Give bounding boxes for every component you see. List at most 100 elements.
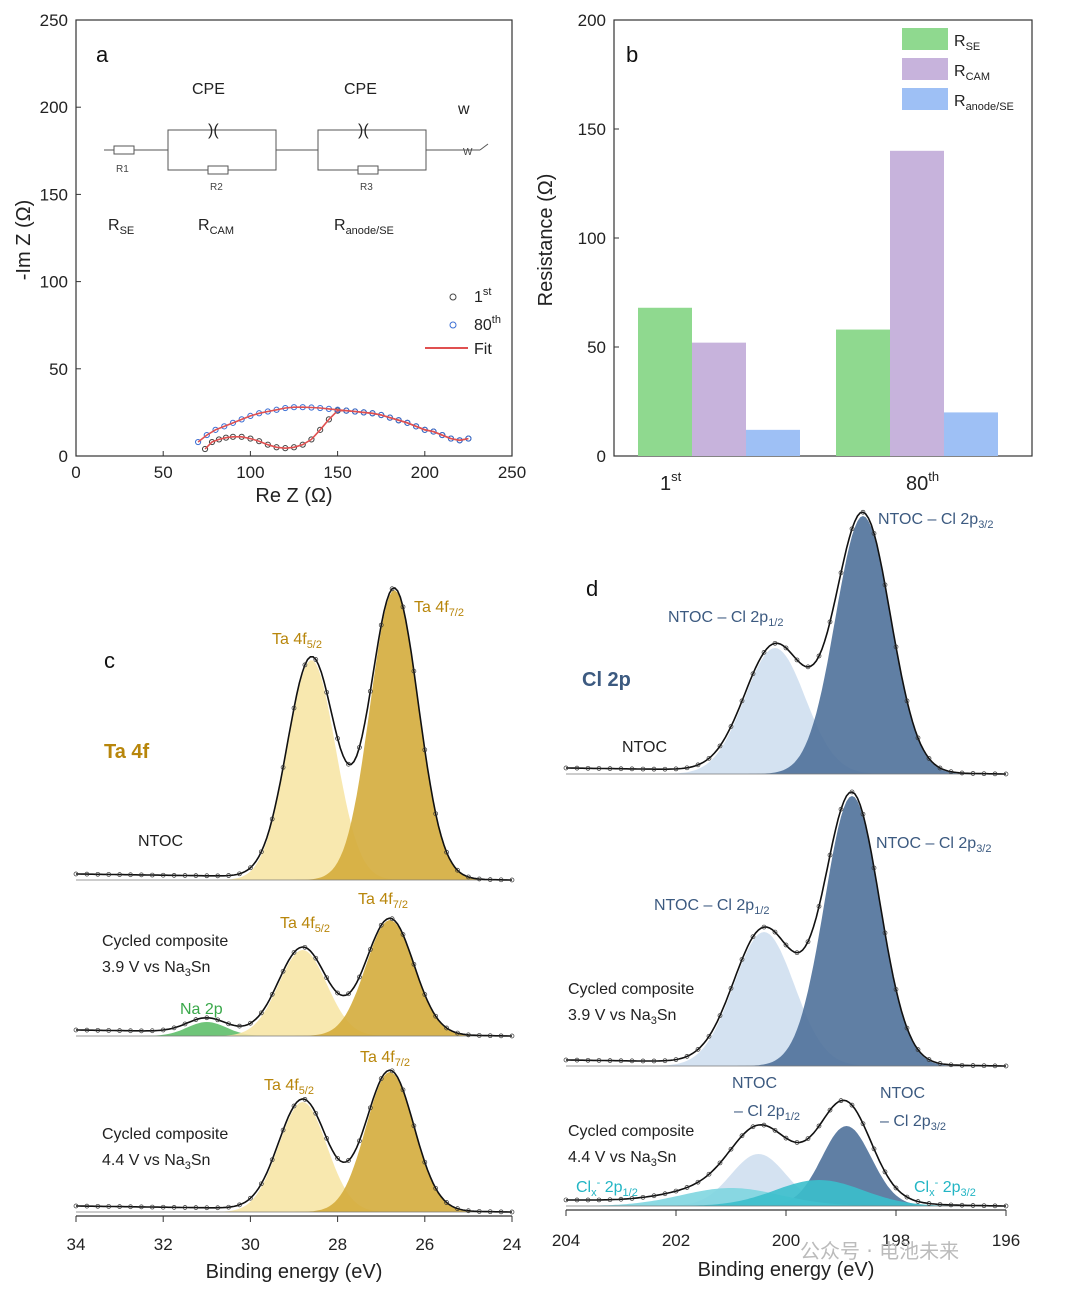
d-spectrum-0-data-point: [937, 765, 943, 771]
d-spectrum-2-data-point: [651, 1193, 657, 1199]
d-spectrum-2-data-point: [662, 1191, 668, 1197]
a-xtick-label: 100: [236, 463, 264, 482]
panel-c-xlabel: Binding energy (eV): [206, 1261, 383, 1283]
d-spectrum-2-data-point: [783, 1135, 789, 1141]
panel-a: a 0 50 100 150 200 250 0 50 100 150 200 250 Re Z (Ω…: [13, 11, 526, 507]
c-spectrum-0-data-point: [335, 736, 340, 741]
d-spectrum-0-data-point: [629, 766, 635, 772]
d-peak-label: Clx- 2p1/2: [576, 1177, 638, 1199]
c-spectrum-0-data-point: [258, 849, 264, 855]
d-spectrum-2-peak-area: [566, 1180, 1006, 1206]
a-point-80th: [221, 423, 228, 430]
panel-c-spectra: [73, 586, 515, 1215]
c-spectrum-0-data-point: [149, 872, 155, 878]
c-spectrum-1-data-point: [378, 922, 384, 928]
panel-a-label: a: [96, 42, 109, 67]
d-spectrum-2-data-point: [629, 1196, 635, 1201]
c-spectrum-2-data-point: [455, 1206, 460, 1211]
d-spectrum-2-data-point: [805, 1136, 811, 1141]
d-spectrum-1-data-point: [981, 1063, 987, 1069]
b-bar-anode/SE: [944, 412, 998, 456]
b-ytick-label: 150: [578, 120, 606, 139]
c-spectrum-2-data-point: [346, 1158, 351, 1163]
d-spectrum-0-data-point: [574, 765, 580, 771]
circuit-r1-label: R1: [116, 164, 129, 175]
a-point-80th: [238, 416, 245, 423]
d-xtick-label: 198: [882, 1231, 910, 1250]
c-spectrum-0-data-point: [498, 877, 504, 883]
d-spectrum-2-data-point: [717, 1160, 723, 1166]
d-spectrum-2-data-point: [750, 1124, 756, 1130]
d-spectrum-1-data-point: [662, 1058, 668, 1064]
c-spectrum-1-data-point: [160, 1027, 166, 1033]
c-spectrum-1-data-point: [335, 990, 340, 996]
d-spectrum-0-data-point: [816, 653, 822, 659]
c-spectrum-1-peak-area: [76, 950, 512, 1036]
d-spectrum-2-data-point: [618, 1196, 624, 1202]
c-spectrum-2-data-point: [95, 1203, 101, 1209]
d-spectrum-0-data-point: [739, 698, 745, 704]
d-spectrum-1-data-point: [651, 1058, 657, 1064]
d-spectrum-2-data-point: [871, 1146, 877, 1152]
circuit-cpe2-symbol: )(: [358, 122, 369, 139]
d-spectrum-0-data-point: [750, 671, 756, 677]
d-spectrum-0-data-point: [992, 771, 998, 777]
panel-b-ylabel: Resistance (Ω): [535, 174, 557, 307]
circuit-r3: [357, 165, 379, 175]
d-spectrum-1-data-point: [618, 1058, 624, 1064]
c-spectrum-0-data-point: [280, 765, 286, 770]
c-spectrum-2-data-point: [204, 1205, 210, 1211]
d-spectrum-0-data-point: [761, 650, 767, 655]
c-spectrum-1-data-point: [476, 1033, 482, 1038]
c-spectrum-1-data-point: [149, 1028, 155, 1034]
c-spectrum-2-data-point: [487, 1209, 493, 1215]
d-spectrum-2-data-point: [904, 1194, 910, 1200]
d-spectrum-2-data-point: [1003, 1203, 1009, 1209]
d-spectrum-0-data-point: [662, 766, 668, 772]
c-peak-label: Ta 4f5/2: [264, 1077, 314, 1097]
panel-a-legend: 1st 80th Fit: [425, 286, 501, 358]
panel-c: c Ta 4f 34 32 30 28 26 24 Binding energy (eV)…: [67, 586, 521, 1283]
b-ytick-label: 200: [578, 11, 606, 30]
d-spectrum-1-data-point: [915, 1047, 921, 1052]
c-spectrum-0-data-point: [313, 657, 319, 662]
d-spectrum-1-peak-area: [566, 796, 1006, 1066]
d-peak-label: NTOC – Cl 2p3/2: [878, 511, 993, 531]
c-spectrum-0-data-point: [346, 761, 351, 767]
c-spectrum-0-data-point: [237, 871, 242, 877]
d-spectrum-0-data-point: [673, 766, 679, 772]
d-spectrum-0-data-point: [596, 766, 602, 771]
d-xtick-label: 204: [552, 1231, 580, 1250]
c-spectrum-1-data-point: [84, 1027, 90, 1033]
c-spectrum-2-data-point: [400, 1087, 406, 1093]
c-spectrum-1-data-point: [269, 992, 275, 997]
circuit-wire: [479, 143, 489, 151]
c-spectrum-2-data-point: [324, 1136, 330, 1141]
panel-d-xlabel: Binding energy (eV): [698, 1259, 875, 1281]
panel-a-ticks: 0 50 100 150 200 250 0 50 100 150 200 250: [40, 11, 527, 482]
d-spectrum-0-data-point: [827, 619, 833, 625]
d-spectrum-2-data-point: [706, 1171, 712, 1177]
c-spectrum-0-data-point: [389, 586, 395, 592]
c-spectrum-0-data-point: [455, 867, 460, 873]
c-spectrum-2-data-point: [117, 1204, 122, 1209]
b-ytick-label: 50: [587, 338, 606, 357]
b-bar-SE: [836, 329, 890, 456]
a-ytick-label: 200: [40, 98, 68, 117]
c-spectrum-1-data-point: [171, 1025, 177, 1031]
panel-d-title: Cl 2p: [582, 669, 631, 691]
d-peak-label: NTOC – Cl 2p1/2: [668, 609, 783, 629]
c-spectrum-0-data-point: [204, 873, 210, 879]
c-spectrum-1-data-point: [455, 1030, 460, 1036]
c-spectrum-1-data-point: [302, 944, 308, 950]
c-spectrum-0-data-point: [444, 849, 449, 855]
d-spectrum-0-data-point: [585, 765, 591, 771]
c-spectrum-2-data-point: [422, 1159, 428, 1165]
c-spectrum-2-data-point: [215, 1205, 221, 1211]
c-spectrum-2-data-point: [433, 1185, 439, 1191]
c-spectrum-0-peak-area: [76, 590, 512, 880]
d-peak-label: Clx- 2p3/2: [914, 1177, 976, 1199]
c-spectrum-2-data-point: [498, 1209, 504, 1215]
circuit-block-2: [317, 129, 427, 171]
